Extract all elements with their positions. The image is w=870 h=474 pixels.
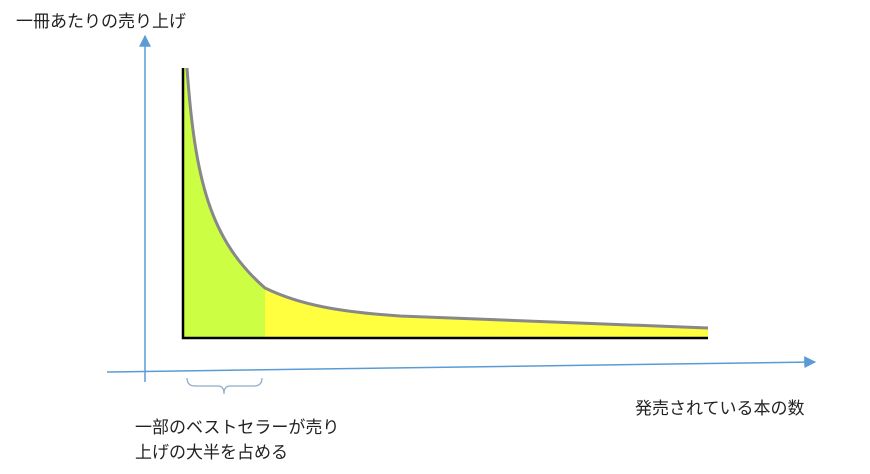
- brace: [186, 377, 263, 395]
- inner-axes: [181, 68, 708, 340]
- annotation-line: 一部のベストセラーが売り: [135, 418, 339, 438]
- x-axis-label: 発売されている本の数: [635, 399, 805, 419]
- head-area: [183, 68, 265, 338]
- y-axis-label: 一冊あたりの売り上げ: [16, 12, 186, 32]
- annotation-line: 上げの大半を占める: [135, 443, 288, 463]
- curve: [185, 67, 709, 330]
- x-axis: [106, 356, 817, 373]
